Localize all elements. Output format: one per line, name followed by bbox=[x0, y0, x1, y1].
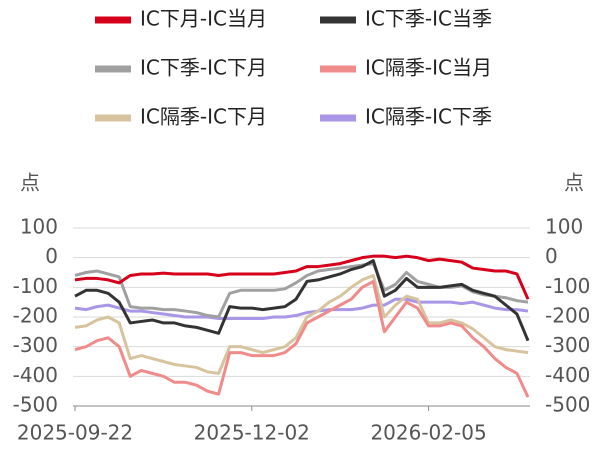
y2-tick-label: -200 bbox=[545, 304, 590, 328]
legend-label: IC隔季-IC下季 bbox=[365, 105, 492, 129]
y2-tick-label: 100 bbox=[545, 215, 583, 239]
legend-label: IC下季-IC下月 bbox=[140, 56, 267, 80]
x-tick-label: 2026-02-05 bbox=[370, 421, 486, 445]
y-tick-label: -300 bbox=[13, 333, 58, 357]
y-tick-label: 0 bbox=[45, 244, 58, 268]
legend-label: IC下月-IC当月 bbox=[140, 7, 267, 31]
y2-tick-label: -500 bbox=[545, 393, 590, 417]
series-line bbox=[74, 254, 530, 300]
y2-tick-label: -100 bbox=[545, 274, 590, 298]
y2-axis-label: 点 bbox=[564, 171, 584, 195]
x-tick-label: 2025-12-02 bbox=[194, 421, 310, 445]
x-tick-label: 2025-09-22 bbox=[17, 421, 133, 445]
y2-tick-label: 0 bbox=[545, 244, 558, 268]
series-line bbox=[74, 297, 529, 320]
y-tick-label: -200 bbox=[13, 304, 58, 328]
y-tick-label: -400 bbox=[13, 363, 58, 387]
legend-label: IC隔季-IC当月 bbox=[365, 56, 492, 80]
y2-tick-label: -400 bbox=[545, 363, 590, 387]
y-tick-label: 100 bbox=[20, 215, 58, 239]
legend-label: IC下季-IC当季 bbox=[365, 7, 492, 31]
series-line bbox=[74, 273, 529, 375]
y-axis-label: 点 bbox=[20, 171, 40, 195]
legend-label: IC隔季-IC下月 bbox=[140, 105, 267, 129]
y2-tick-label: -300 bbox=[545, 333, 590, 357]
series-line bbox=[74, 279, 530, 398]
series-line bbox=[74, 259, 530, 342]
y-tick-label: -100 bbox=[13, 274, 58, 298]
y-tick-label: -500 bbox=[13, 393, 58, 417]
